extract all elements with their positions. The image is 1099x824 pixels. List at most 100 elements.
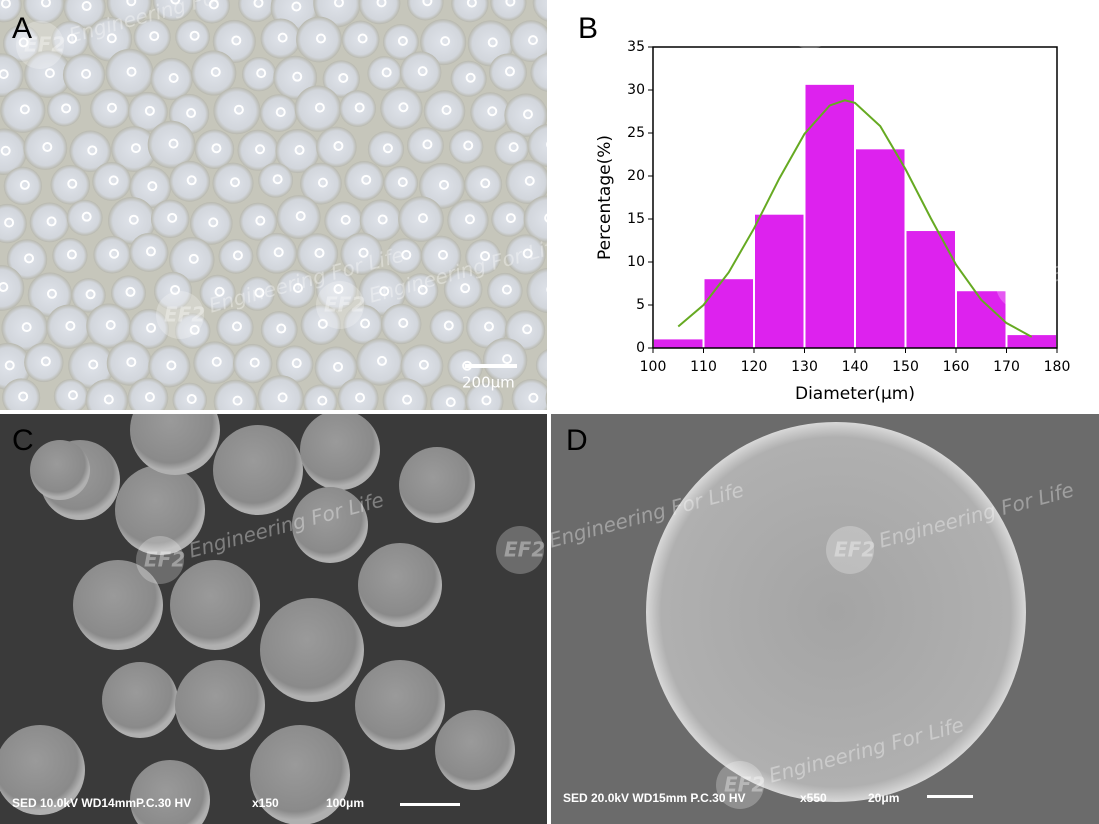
sem-info: SED 20.0kV WD15mm P.C.30 HV (563, 791, 746, 805)
bead (527, 123, 547, 167)
bead-highlight (67, 390, 78, 401)
bead-highlight (149, 31, 160, 42)
bead-highlight (354, 102, 365, 113)
bead-highlight (130, 143, 141, 154)
bead-highlight (87, 145, 98, 156)
bead (549, 94, 592, 137)
bead (382, 24, 419, 60)
bead (169, 160, 211, 202)
bead-highlight (255, 144, 266, 155)
bead (191, 50, 237, 96)
bead-highlight (401, 249, 412, 260)
bead (523, 195, 547, 243)
bead-highlight (422, 0, 433, 7)
bead (386, 238, 422, 274)
bead-highlight (464, 214, 475, 225)
bead (52, 237, 88, 274)
microsphere (73, 560, 163, 650)
bead (358, 268, 406, 316)
bead-highlight (255, 215, 266, 226)
bead-highlight (505, 213, 516, 224)
watermark: Engineering For Life (836, 0, 1036, 28)
bead-highlight (480, 178, 491, 189)
microsphere (115, 465, 205, 555)
bead-highlight (66, 249, 77, 260)
bead-highlight (569, 110, 577, 118)
bead-highlight (546, 286, 547, 293)
y-tick-label: 10 (627, 254, 645, 270)
bead (193, 0, 230, 24)
bead-highlight (466, 0, 477, 8)
bead-highlight (232, 250, 243, 261)
bead (470, 92, 511, 133)
watermark-logo-bg (996, 261, 1044, 309)
bead (127, 377, 169, 410)
watermark-logo: EF2 (24, 33, 65, 57)
bead (273, 55, 318, 100)
watermark-logo: EF2 (794, 13, 835, 37)
bead-highlight (254, 287, 265, 298)
panel-label: A (12, 12, 32, 45)
watermark-logo-bg (826, 526, 874, 574)
bead (344, 161, 385, 201)
bead-highlight (439, 179, 450, 190)
x-tick-label: 130 (791, 359, 818, 375)
bead-highlight (481, 395, 492, 406)
bead (300, 304, 341, 346)
bead-highlight (314, 247, 325, 258)
bead-highlight (570, 255, 578, 263)
bead-highlight (272, 174, 283, 185)
bead-highlight (277, 392, 288, 403)
watermark-logo: EF2 (834, 538, 875, 562)
bead-highlight (189, 324, 200, 335)
bead-highlight (402, 394, 413, 405)
bead (511, 379, 547, 410)
bead-highlight (85, 289, 96, 300)
x-tick-label: 120 (741, 359, 768, 375)
bead-highlight (443, 320, 454, 331)
bead (53, 378, 89, 410)
watermark-logo-bg (786, 1, 834, 49)
bead-highlight (144, 105, 155, 116)
watermark-logo-bg (16, 21, 64, 69)
bead (399, 51, 442, 93)
bead-highlight (67, 178, 78, 189)
bead-highlight (170, 284, 181, 295)
bead-highlight (146, 322, 157, 333)
bead-highlight (358, 247, 369, 258)
bead (447, 199, 489, 241)
bead-highlight (527, 35, 538, 46)
bead (259, 94, 298, 132)
bead (218, 238, 254, 274)
bead (504, 93, 547, 137)
bead-highlight (460, 283, 471, 294)
bead-highlight (382, 143, 393, 154)
bead (212, 19, 256, 63)
bead (0, 265, 25, 311)
bead-highlight (397, 177, 408, 188)
bead (0, 342, 32, 390)
bead (239, 202, 278, 241)
bead (256, 232, 298, 274)
bead-highlight (186, 108, 197, 119)
watermark-logo: EF2 (1004, 273, 1045, 297)
bead-highlight (189, 30, 200, 41)
bead-highlight (18, 391, 29, 402)
bead (382, 378, 428, 410)
bead (430, 384, 468, 410)
watermark-logo: EF2 (324, 293, 365, 317)
bead (358, 0, 401, 25)
panel-label: D (566, 424, 588, 457)
bead-highlight (0, 145, 11, 156)
watermark: Engineering For Life (1046, 212, 1099, 287)
bead (92, 162, 132, 201)
y-tick-label: 30 (627, 82, 645, 98)
bead-highlight (418, 359, 429, 370)
bead-highlight (441, 105, 452, 116)
bar (856, 149, 905, 348)
bead-highlight (125, 286, 136, 297)
bead-highlight (211, 143, 222, 154)
bead-highlight (357, 33, 368, 44)
bead (189, 202, 233, 245)
bead (71, 278, 106, 313)
